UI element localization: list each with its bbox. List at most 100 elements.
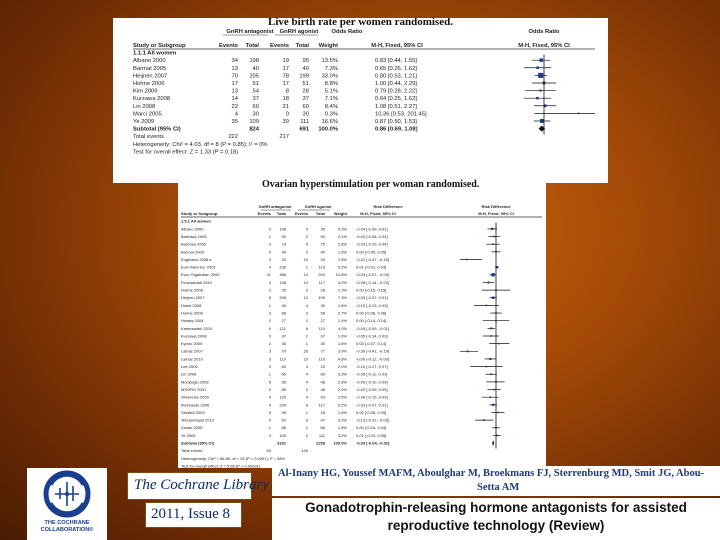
table-cell: 78	[283, 73, 289, 79]
point-estimate-square	[498, 342, 500, 345]
table-cell: 40	[282, 249, 287, 254]
table-cell: Lin 2008	[133, 104, 155, 110]
issue-label: 2011, Issue 8	[151, 506, 231, 522]
review-title-line-1: Gonadotrophin-releasing hormone antagoni…	[305, 500, 687, 515]
table-cell: 0.01 [-0.01, 0.03]	[356, 265, 386, 270]
cochrane-collaboration-logo: THE COCHRANE COLLABORATION®	[27, 468, 107, 540]
heterogeneity-text: Heterogeneity: Chi² = 66.85, df = 28 (P …	[181, 456, 285, 461]
table-cell: Barbosa 2005	[181, 242, 207, 247]
table-cell: 1.3%	[338, 288, 348, 293]
table-cell: Olivennes 2000	[181, 395, 210, 400]
subtotal-cell: Subtotal (95% CI)	[181, 441, 215, 446]
table-cell: Hwang 2004	[181, 318, 204, 323]
table-cell: 12	[304, 295, 309, 300]
citation-authors: Al-Inany HG, Youssef MAFM, Aboulghar M, …	[272, 466, 720, 496]
overall-effect-text: Test for overall effect: Z = 1.33 (P = 0…	[133, 149, 238, 155]
table-cell: 0.64 [0.25, 1.62]	[375, 96, 417, 102]
table-cell: 6	[306, 402, 309, 407]
point-estimate-square	[493, 388, 495, 391]
table-cell: 19	[283, 58, 289, 64]
table-cell: 40	[303, 66, 309, 72]
total-events-value: 222	[228, 134, 238, 140]
table-cell: 48	[321, 379, 326, 384]
forest-plot-ohss: Ovarian hyperstimulation per woman rando…	[178, 178, 546, 468]
review-title-line-2: reproductive technology (Review)	[387, 518, 605, 533]
section-label: 1.1.1 All women	[133, 51, 177, 57]
table-cell: Badrawy 2005	[181, 234, 207, 239]
table-cell: 14	[304, 272, 309, 277]
table-cell: 0.00 [-0.04, 0.04]	[356, 425, 386, 430]
table-cell: -0.10 [-0.23, 0.03]	[356, 303, 388, 308]
table-cell: 4	[235, 111, 239, 117]
table-cell: 138	[279, 280, 286, 285]
column-header: Events	[258, 211, 272, 216]
table-cell: 6	[306, 418, 309, 423]
table-cell: 60	[253, 104, 259, 110]
table-cell: 3	[306, 364, 309, 369]
column-header: Total	[277, 211, 286, 216]
table-cell: Xavier 2005	[181, 425, 203, 430]
table-cell: 50	[321, 234, 326, 239]
table-cell: 30	[321, 341, 326, 346]
group-header: GnRH agonist	[305, 204, 332, 209]
table-cell: 2	[306, 333, 309, 338]
table-cell: 2	[306, 288, 309, 293]
subtotal-cell: 100.0%	[318, 127, 338, 133]
table-cell: Heijnen 2007	[133, 73, 167, 79]
point-estimate-square	[491, 296, 495, 300]
table-cell: 4.8%	[338, 356, 348, 361]
subtotal-cell: 3181	[277, 441, 287, 446]
overall-effect-text: Test for overall effect: Z = 5.66 (P < 0…	[181, 463, 261, 468]
table-cell: 2	[269, 226, 272, 231]
table-cell: 1	[269, 303, 272, 308]
point-estimate-square	[490, 335, 493, 337]
table-cell: 3	[269, 280, 272, 285]
cochrane-library-logo: The Cochrane Library	[127, 472, 269, 500]
table-cell: 5	[269, 410, 272, 415]
table-cell: 1.00 [0.44, 2.29]	[375, 81, 417, 87]
table-cell: 2	[306, 433, 309, 438]
table-cell: -0.08 [-0.14, -0.02]	[356, 280, 389, 285]
table-cell: 4.0%	[338, 326, 348, 331]
table-cell: 95	[282, 410, 287, 415]
table-cell: 1	[269, 372, 272, 377]
table-cell: 0.83 [0.44, 1.55]	[375, 58, 417, 64]
table-cell: 47	[321, 418, 326, 423]
table-cell: 30	[282, 341, 287, 346]
table-cell: 60	[303, 104, 309, 110]
column-header: Weight	[319, 43, 338, 49]
table-cell: 198	[249, 58, 259, 64]
table-cell: Ye 2009	[181, 433, 196, 438]
table-cell: 1.08 [0.51, 2.27]	[375, 104, 417, 110]
table-cell: 33	[282, 257, 287, 262]
table-cell: 0.02 [-0.05, 0.09]	[356, 410, 386, 415]
table-cell: 60	[282, 364, 287, 369]
table-cell: Tehraninejad 2010	[181, 418, 215, 423]
total-events-value: 84	[267, 448, 272, 453]
forest-plot-live-birth: Live birth rate per women randomised. Gn…	[113, 18, 608, 183]
table-cell: 75	[321, 242, 326, 247]
summary-diamond	[492, 440, 495, 447]
point-estimate-square	[485, 304, 488, 307]
table-cell: 13	[232, 66, 238, 72]
column-header: Events	[219, 43, 238, 49]
table-cell: 7.3%	[325, 66, 338, 72]
table-cell: 70	[282, 349, 287, 354]
table-cell: 4	[306, 395, 309, 400]
table-cell: 0.3%	[325, 111, 338, 117]
group-header: GnRH agonist	[280, 29, 319, 35]
point-estimate-square	[543, 104, 547, 108]
table-cell: 4	[269, 395, 272, 400]
table-cell: -0.05 [-0.11, 0.01]	[356, 372, 387, 377]
table-cell: 2	[269, 341, 272, 346]
table-cell: -0.03 [-0.10, 0.04]	[356, 242, 388, 247]
table-cell: 1	[306, 265, 309, 270]
point-estimate-square	[495, 265, 499, 269]
table-cell: 65	[282, 379, 287, 384]
table-cell: 10	[304, 257, 309, 262]
table-cell: 486	[279, 272, 286, 277]
point-estimate-square	[538, 72, 544, 78]
table-cell: Kurzawa 2008	[133, 96, 170, 102]
table-cell: 86	[282, 310, 287, 315]
table-cell: 77	[321, 349, 326, 354]
